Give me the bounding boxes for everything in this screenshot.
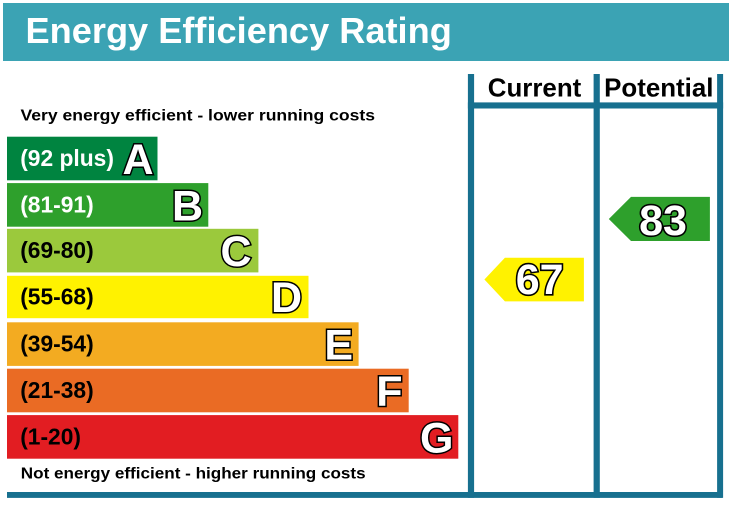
svg-text:E: E (324, 322, 353, 370)
svg-text:Current: Current (488, 74, 582, 102)
svg-text:D: D (271, 274, 302, 322)
svg-text:(81-91): (81-91) (20, 192, 94, 218)
svg-text:(55-68): (55-68) (20, 284, 94, 310)
svg-text:Potential: Potential (604, 74, 713, 102)
svg-text:67: 67 (516, 256, 564, 304)
svg-text:(21-38): (21-38) (20, 377, 94, 403)
svg-text:Not energy efficient - higher: Not energy efficient - higher running co… (21, 464, 366, 482)
svg-text:B: B (172, 182, 203, 230)
svg-text:(69-80): (69-80) (20, 237, 94, 263)
svg-text:(1-20): (1-20) (20, 424, 81, 450)
svg-text:Very energy efficient - lower: Very energy efficient - lower running co… (21, 106, 376, 124)
svg-text:(92 plus): (92 plus) (20, 145, 114, 171)
svg-text:G: G (420, 414, 453, 462)
svg-text:83: 83 (639, 197, 687, 245)
svg-text:A: A (122, 136, 153, 184)
svg-text:C: C (220, 228, 251, 276)
svg-text:(39-54): (39-54) (20, 331, 94, 357)
svg-text:F: F (376, 368, 402, 416)
svg-text:Energy Efficiency Rating: Energy Efficiency Rating (26, 10, 452, 51)
